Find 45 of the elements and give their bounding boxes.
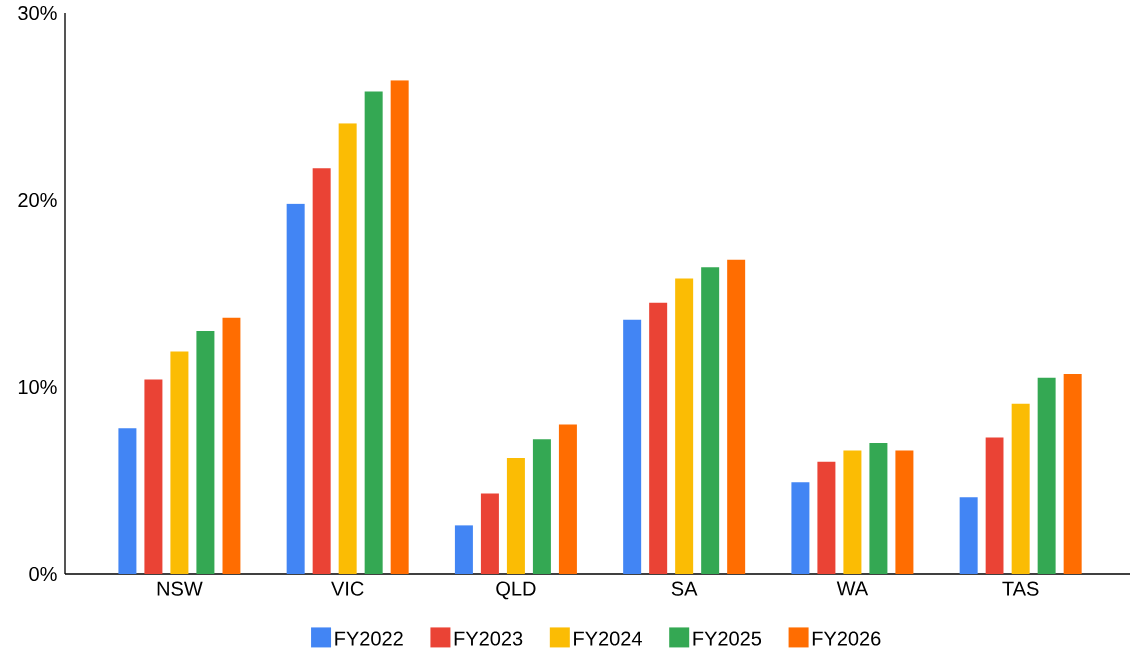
bar	[727, 259, 746, 574]
bar	[196, 330, 215, 574]
bar	[558, 424, 577, 574]
bar	[817, 461, 836, 574]
bar	[985, 437, 1004, 574]
bar	[454, 525, 473, 574]
bar	[869, 443, 888, 574]
x-tick-label: VIC	[331, 581, 364, 596]
bar	[312, 168, 331, 574]
bar	[390, 80, 409, 574]
bar	[144, 379, 163, 574]
legend-label: FY2022	[335, 631, 403, 646]
x-tick-label: QLD	[496, 581, 536, 600]
bar	[1011, 403, 1030, 574]
bar	[1037, 377, 1056, 574]
bar	[649, 302, 668, 574]
bar	[791, 482, 810, 574]
y-tick-label: 20%	[18, 192, 57, 208]
legend-label: FY2023	[454, 631, 523, 646]
x-tick-label: WA	[836, 581, 869, 596]
bar	[895, 450, 914, 574]
bar	[959, 497, 978, 574]
bar	[701, 267, 720, 574]
bar	[532, 439, 551, 574]
y-tick-label: 10%	[18, 379, 57, 395]
bar	[1063, 373, 1082, 574]
bar	[843, 450, 862, 574]
x-tick-label: SA	[671, 581, 698, 596]
y-tick-label: 0%	[29, 566, 57, 582]
bar	[170, 351, 189, 574]
bar	[480, 493, 499, 574]
bar	[364, 91, 383, 574]
bar	[506, 458, 525, 574]
x-tick-label: TAS	[1002, 581, 1039, 596]
bar	[338, 123, 357, 574]
bar	[286, 203, 305, 574]
bar	[118, 428, 137, 574]
bar	[222, 317, 241, 574]
x-tick-label: NSW	[157, 581, 203, 596]
bar	[623, 319, 642, 574]
legend-label: FY2026	[812, 631, 881, 646]
legend-label: FY2025	[693, 631, 762, 646]
bar	[675, 278, 694, 574]
legend-label: FY2024	[574, 631, 642, 646]
y-tick-label: 30%	[18, 5, 57, 21]
